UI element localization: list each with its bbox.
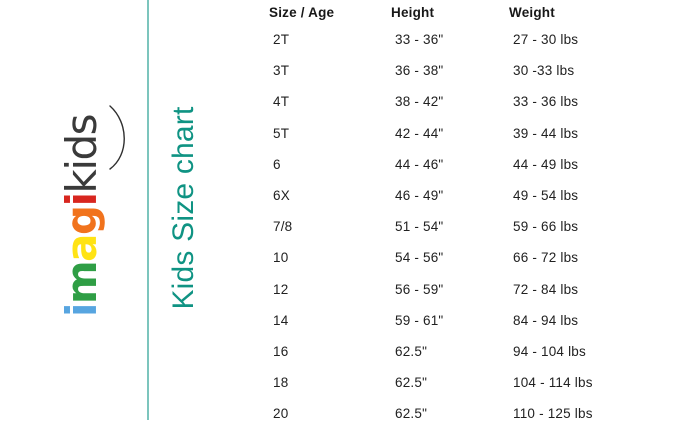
cell-height: 59 - 61" [395,312,444,328]
imagikids-logo-text: imagikids [57,93,107,317]
table-row: 6X 46 - 49" 49 - 54 lbs [269,180,679,211]
table-row: 6 44 - 46" 44 - 49 lbs [269,149,679,180]
cell-height: 62.5" [395,343,428,359]
cell-height: 56 - 59" [395,281,444,297]
table-row: 14 59 - 61" 84 - 94 lbs [269,305,679,336]
cell-size-age: 3T [273,63,290,79]
table-row: 10 54 - 56" 66 - 72 lbs [269,242,679,273]
cell-weight: 30 -33 lbs [513,63,575,79]
imagikids-logo: imagikids [0,0,147,420]
cell-size-age: 6X [273,188,290,204]
cell-height: 42 - 44" [395,125,444,141]
cell-size-age: 6 [273,156,281,172]
cell-height: 62.5" [395,406,428,422]
cell-height: 38 - 42" [395,94,444,110]
cell-weight: 110 - 125 lbs [513,406,593,422]
logo-letter-i2: i [57,193,106,207]
cell-weight: 39 - 44 lbs [513,125,579,141]
cell-weight: 44 - 49 lbs [513,156,579,172]
cell-size-age: 14 [273,312,289,328]
cell-weight: 66 - 72 lbs [513,250,579,266]
column-header-weight: Weight [509,4,555,20]
cell-size-age: 7/8 [273,219,293,235]
table-row: 18 62.5" 104 - 114 lbs [269,367,679,398]
table-row: 20 62.5" 110 - 125 lbs [269,398,679,429]
cell-weight: 33 - 36 lbs [513,94,579,110]
cell-weight: 27 - 30 lbs [513,32,579,48]
page-title: Kids Size chart [167,106,200,310]
logo-letter-g: g [57,206,106,235]
size-chart-table: Size / Age Height Weight 2T 33 - 36" 27 … [269,0,679,429]
cell-size-age: 20 [273,406,289,422]
table-row: 2T 33 - 36" 27 - 30 lbs [269,24,679,55]
cell-weight: 49 - 54 lbs [513,188,579,204]
logo-letter-i1: i [57,304,106,317]
size-chart-page: { "logo": { "letters": [ { "char": "i", … [0,0,593,422]
cell-size-age: 16 [273,343,289,359]
logo-swoosh-arc-icon [109,105,125,170]
cell-size-age: 12 [273,281,289,297]
logo-letter-m: m [57,261,106,305]
table-row: 12 56 - 59" 72 - 84 lbs [269,274,679,305]
cell-size-age: 5T [273,125,290,141]
cell-height: 36 - 38" [395,63,444,79]
cell-size-age: 10 [273,250,289,266]
cell-height: 46 - 49" [395,188,444,204]
table-row: 5T 42 - 44" 39 - 44 lbs [269,118,679,149]
cell-size-age: 4T [273,94,290,110]
cell-height: 62.5" [395,375,428,391]
cell-size-age: 18 [273,375,289,391]
table-header-row: Size / Age Height Weight [269,0,679,24]
column-header-height: Height [391,4,435,20]
cell-height: 51 - 54" [395,219,444,235]
cell-weight: 104 - 114 lbs [513,375,593,391]
cell-height: 54 - 56" [395,250,444,266]
cell-weight: 59 - 66 lbs [513,219,579,235]
cell-height: 33 - 36" [395,32,444,48]
cell-height: 44 - 46" [395,156,444,172]
logo-suffix-kids: kids [57,114,106,194]
table-row: 16 62.5" 94 - 104 lbs [269,336,679,367]
table-row: 4T 38 - 42" 33 - 36 lbs [269,86,679,117]
divider-line [147,0,149,420]
table-row: 7/8 51 - 54" 59 - 66 lbs [269,211,679,242]
cell-weight: 84 - 94 lbs [513,312,579,328]
cell-size-age: 2T [273,32,290,48]
logo-letter-a: a [57,234,106,262]
table-row: 3T 36 - 38" 30 -33 lbs [269,55,679,86]
cell-weight: 94 - 104 lbs [513,343,586,359]
cell-weight: 72 - 84 lbs [513,281,579,297]
column-header-size-age: Size / Age [269,4,335,20]
